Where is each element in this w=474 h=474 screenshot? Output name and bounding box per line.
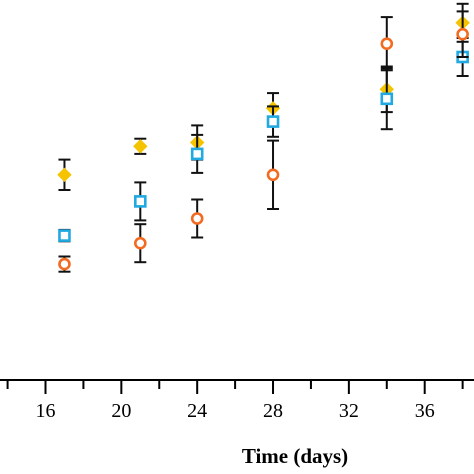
square-marker — [58, 229, 71, 242]
series-1 — [57, 2, 470, 191]
x-tick-label: 36 — [415, 400, 435, 422]
diamond-marker — [57, 167, 72, 183]
x-tick-labels: 16 20 24 28 32 36 — [36, 400, 435, 422]
x-axis-title: Time (days) — [242, 444, 348, 468]
x-tick-label: 16 — [36, 400, 56, 422]
circle-marker — [266, 168, 280, 182]
circle-marker — [58, 257, 71, 271]
square-marker — [380, 92, 394, 106]
x-ticks — [6, 380, 464, 394]
x-tick-label: 32 — [339, 400, 359, 422]
square-marker — [266, 115, 280, 128]
diamond-marker — [133, 139, 148, 154]
data-points — [57, 2, 470, 273]
x-tick-label: 28 — [263, 400, 283, 422]
series-2 — [58, 37, 469, 243]
square-marker — [134, 195, 147, 208]
circle-marker — [456, 27, 469, 41]
x-tick-label: 20 — [111, 400, 131, 422]
circle-marker — [134, 236, 147, 250]
circle-marker — [190, 212, 204, 225]
square-marker — [190, 147, 204, 161]
series-3 — [58, 10, 469, 273]
x-tick-label: 24 — [187, 400, 207, 422]
circle-marker — [380, 37, 394, 51]
